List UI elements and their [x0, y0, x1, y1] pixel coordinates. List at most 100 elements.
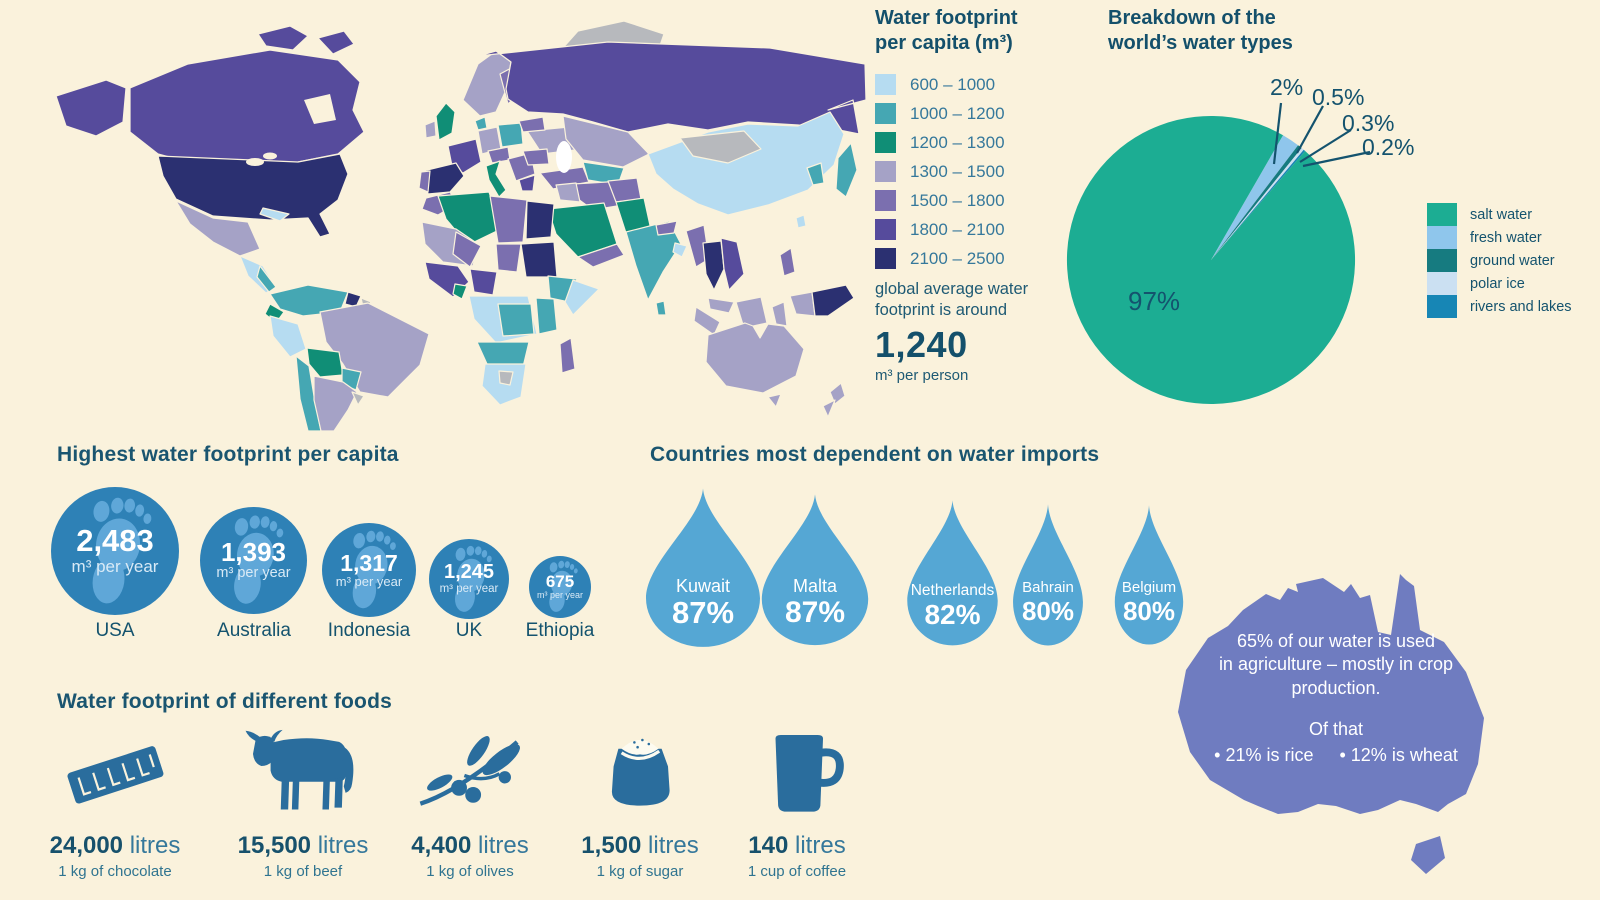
drop-country: Bahrain [1022, 579, 1074, 597]
pie-legend: salt water fresh water ground water pola… [1427, 203, 1572, 318]
australia-fact-subtitle: Of that [1308, 719, 1364, 739]
pie-slice-polar-ice [1211, 148, 1304, 260]
pie-label-fresh-water: 2% [1270, 74, 1304, 100]
water-drop-icon [761, 494, 869, 646]
water-types-pie-chart [1066, 115, 1356, 405]
legend-swatch [875, 248, 896, 269]
legend-range-label: 2100 – 2500 [910, 248, 1005, 268]
food-value: 24,000 [49, 832, 124, 859]
food-value: 1,500 [581, 832, 642, 859]
legend-swatch [875, 132, 896, 153]
pie-legend-row: ground water [1427, 249, 1572, 272]
food-item-olives: 4,400 litres 1 kg of olives [370, 728, 570, 880]
pie-legend-label: polar ice [1470, 275, 1525, 292]
footprint-country: Ethiopia [525, 620, 595, 641]
footprint-icon [454, 545, 492, 612]
drop-percent: 82% [924, 598, 981, 630]
legend-range-label: 1000 – 1200 [910, 103, 1005, 123]
drop-percent: 87% [671, 594, 735, 630]
pie-slice-salt-water [1066, 115, 1356, 405]
drop-country: Netherlands [910, 581, 995, 599]
australia-bullet-wheat: • 12% is wheat [1339, 745, 1458, 765]
drop-kuwait: Kuwait 87% [628, 486, 778, 652]
legend-swatch [875, 74, 896, 95]
legend-range-label: 600 – 1000 [910, 74, 996, 94]
food-item-sugar: 1,500 litres 1 kg of sugar [540, 728, 740, 880]
legend-row: 1800 – 2100 [875, 219, 1110, 240]
food-unit: litres [478, 832, 529, 859]
drop-percent: 87% [784, 595, 846, 629]
drop-country: Kuwait [675, 575, 731, 596]
footprint-value: 675 [545, 572, 575, 592]
map-middle-east [547, 180, 630, 268]
footprint-unit: m³ per year [536, 589, 583, 600]
legend-swatch [875, 103, 896, 124]
pie-legend-label: ground water [1470, 252, 1555, 269]
pie-legend-row: rivers and lakes [1427, 295, 1572, 318]
water-drop-icon [1013, 504, 1083, 646]
pie-legend-row: salt water [1427, 203, 1572, 226]
legend-range-label: 1300 – 1500 [910, 161, 1005, 181]
food-label: 1 kg of beef [263, 863, 343, 880]
drop-country: Belgium [1121, 578, 1177, 596]
pie-legend-swatch [1427, 249, 1457, 272]
drop-malta: Malta 87% [745, 492, 885, 650]
footprint-value: 1,245 [443, 561, 495, 584]
food-value: 140 [748, 832, 789, 859]
drop-bahrain: Bahrain 80% [1002, 502, 1094, 650]
pie-label-ground-water: 0.5% [1312, 84, 1365, 110]
pie-legend-label: fresh water [1470, 229, 1542, 246]
food-item-chocolate: 24,000 litres 1 kg of chocolate [15, 728, 215, 880]
sugar-sack-icon [611, 738, 670, 806]
legend-row: 1500 – 1800 [875, 190, 1110, 211]
footprint-unit: m³ per year [71, 556, 159, 576]
australia-map-shape [1178, 574, 1484, 874]
pie-label-polar-ice: 0.3% [1342, 110, 1395, 136]
pie-legend-label: rivers and lakes [1470, 298, 1572, 315]
footprint-country: Australia [217, 620, 291, 641]
legend-row: 1200 – 1300 [875, 132, 1110, 153]
pie-legend-swatch [1427, 295, 1457, 318]
drop-country: Malta [792, 575, 837, 596]
pie-slice-ground-water [1211, 145, 1302, 260]
pie-label-rivers-lakes: 0.2% [1362, 134, 1415, 160]
legend-row: 2100 – 2500 [875, 248, 1110, 269]
footprint-icon [92, 497, 152, 603]
legend-range-label: 1500 – 1800 [910, 190, 1005, 210]
footprint-country: UK [455, 620, 483, 641]
food-label: 1 kg of sugar [596, 863, 684, 880]
food-unit: litres [795, 832, 846, 859]
pie-label-salt-water: 97% [1128, 286, 1181, 316]
legend-row: 1000 – 1200 [875, 103, 1110, 124]
legend-row: 1300 – 1500 [875, 161, 1110, 182]
pie-slice-fresh-water [1211, 135, 1299, 260]
footprint-unit: m³ per year [335, 573, 403, 589]
footprint-country: USA [95, 620, 135, 641]
map-oceania [705, 322, 846, 418]
map-europe [418, 50, 590, 198]
cow-icon [245, 729, 354, 810]
water-drop-icon [1114, 505, 1184, 645]
footprint-country: Indonesia [327, 620, 411, 641]
footprint-icon [352, 530, 396, 609]
footprint-value: 2,483 [76, 523, 154, 559]
footprint-value: 1,393 [220, 536, 287, 567]
map-legend: Water footprint per capita (m³) 600 – 10… [875, 6, 1110, 384]
footprint-circle-ethiopia: 675 m³ per year [529, 556, 591, 618]
food-value: 15,500 [237, 832, 312, 859]
map-russia-central-asia [477, 41, 867, 186]
map-north-america [55, 25, 365, 294]
food-unit: litres [129, 832, 181, 859]
footprint-circle-australia: 1,393 m³ per year [200, 507, 307, 614]
water-drop-icon [646, 488, 760, 647]
legend-swatch [875, 219, 896, 240]
footprint-unit: m³ per year [216, 565, 291, 582]
legend-swatch [875, 161, 896, 182]
map-africa [421, 191, 600, 406]
chocolate-bar-icon [67, 746, 164, 804]
coffee-mug-icon [775, 735, 844, 812]
food-label: 1 kg of chocolate [58, 863, 172, 880]
legend-swatch [875, 190, 896, 211]
global-average-value: 1,240 [875, 323, 968, 365]
